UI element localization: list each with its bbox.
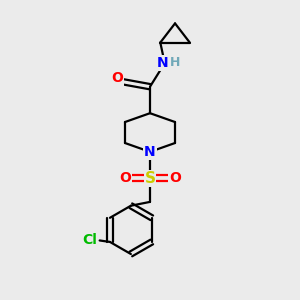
Text: O: O [119, 171, 131, 185]
Text: Cl: Cl [82, 233, 97, 248]
Text: N: N [144, 145, 156, 159]
Text: O: O [112, 71, 124, 85]
Text: H: H [170, 56, 180, 69]
Text: N: N [157, 56, 168, 70]
Text: O: O [169, 171, 181, 185]
Text: S: S [145, 171, 155, 186]
